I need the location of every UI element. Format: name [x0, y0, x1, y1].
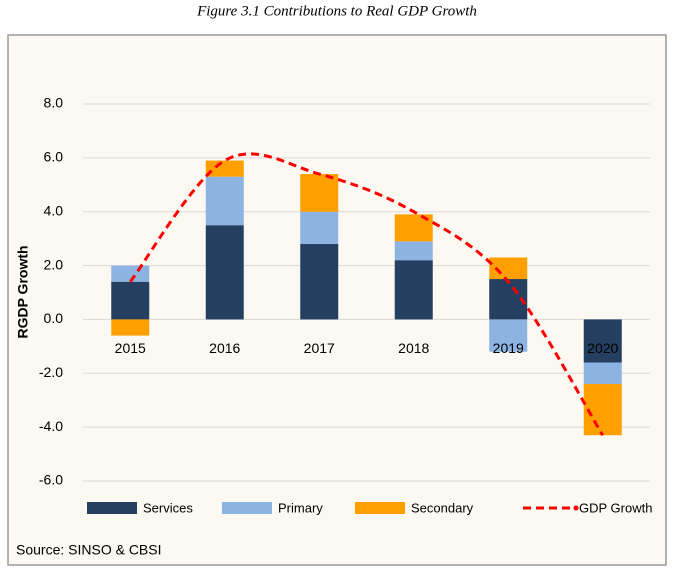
y-tick-label: 0.0: [44, 310, 64, 326]
bar: [583, 384, 622, 436]
x-tick-label: 2016: [209, 340, 240, 356]
legend-label: Secondary: [411, 500, 474, 515]
bar: [300, 244, 339, 320]
y-axis-label: RGDP Growth: [15, 245, 31, 338]
bar: [394, 260, 433, 320]
x-tick-label: 2017: [304, 340, 335, 356]
source-note: Source: SINSO & CBSI: [16, 542, 162, 558]
line-series: [129, 152, 605, 437]
x-tick-label: 2018: [398, 340, 429, 356]
legend-swatch: [355, 502, 405, 514]
y-tick-label: -4.0: [39, 418, 63, 434]
legend-label: GDP Growth: [579, 500, 652, 515]
legend-marker: [573, 505, 579, 511]
y-tick-label: 6.0: [44, 149, 64, 165]
x-tick-label: 2015: [115, 340, 146, 356]
bar: [300, 211, 339, 245]
bar: [489, 257, 528, 280]
bar: [111, 281, 150, 320]
y-tick-label: -2.0: [39, 364, 63, 380]
y-tick-label: 2.0: [44, 256, 64, 272]
x-tick-label: 2020: [587, 340, 618, 356]
x-tick-label: 2019: [493, 340, 524, 356]
legend-swatch: [222, 502, 272, 514]
bar: [583, 319, 622, 363]
bar: [489, 319, 528, 352]
chart-title: Figure 3.1 Contributions to Real GDP Gro…: [196, 3, 477, 19]
bar: [205, 176, 244, 226]
bar: [583, 362, 622, 385]
legend-label: Primary: [278, 500, 323, 515]
bar: [394, 241, 433, 261]
bar: [111, 319, 150, 336]
legend-label: Services: [143, 500, 193, 515]
bar: [300, 174, 339, 212]
bar: [205, 225, 244, 320]
y-tick-label: 4.0: [44, 202, 64, 218]
y-tick-label: -6.0: [39, 472, 63, 488]
legend-swatch: [87, 502, 137, 514]
y-tick-label: 8.0: [44, 95, 64, 111]
bar: [205, 160, 244, 177]
